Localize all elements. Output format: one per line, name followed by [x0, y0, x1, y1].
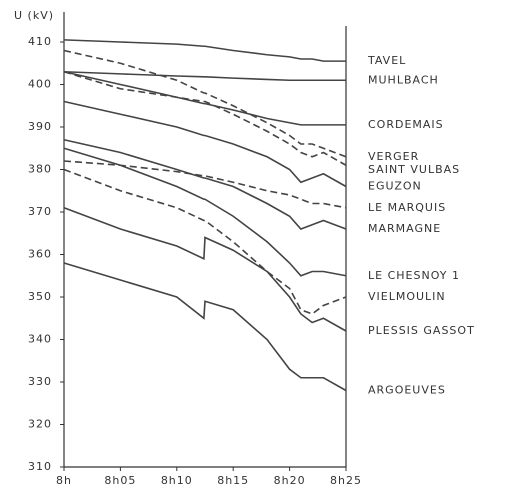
series-label: LE MARQUIS [368, 201, 446, 214]
x-tick-label: 8h15 [217, 474, 249, 487]
y-tick-label: 410 [28, 35, 52, 48]
x-tick-label: 8h25 [330, 474, 362, 487]
series-line [63, 168, 347, 315]
series-label: VERGER [368, 150, 419, 163]
series-label: SAINT VULBAS [368, 163, 460, 176]
series-label: MUHLBACH [368, 73, 439, 86]
series-line [63, 49, 347, 158]
y-axis-label: U (kV) [14, 9, 54, 22]
y-tick-label: 330 [28, 375, 52, 388]
series-line [63, 39, 346, 62]
series-line [63, 70, 346, 82]
y-tick-label: 350 [28, 290, 52, 303]
series-line [63, 147, 347, 277]
series-label: LE CHESNOY 1 [368, 269, 460, 282]
y-tick-label: 390 [28, 120, 52, 133]
y-tick-label: 370 [28, 205, 52, 218]
series-line [63, 138, 347, 230]
y-tick-label: 400 [28, 78, 52, 91]
y-tick-label: 380 [28, 163, 52, 176]
series-label: PLESSIS GASSOT [368, 324, 475, 337]
x-tick-label: 8h10 [161, 474, 193, 487]
series-line [63, 100, 347, 188]
y-tick-label: 310 [28, 460, 52, 473]
series-line [63, 160, 347, 209]
series-label: MARMAGNE [368, 222, 441, 235]
x-tick-label: 8h [56, 474, 72, 487]
series-line [63, 70, 347, 166]
x-tick-label: 8h20 [274, 474, 306, 487]
series-label: EGUZON [368, 180, 422, 193]
series-line [63, 70, 346, 126]
series-line [63, 207, 347, 332]
y-tick-label: 340 [28, 333, 52, 346]
x-tick-label: 8h05 [104, 474, 136, 487]
series-label: VIELMOULIN [368, 290, 446, 303]
series-label: ARGOEUVES [368, 384, 446, 397]
series-line [63, 262, 347, 392]
y-tick-label: 360 [28, 248, 52, 261]
series-label: CORDEMAIS [368, 118, 444, 131]
series-label: TAVEL [367, 54, 406, 67]
y-tick-label: 320 [28, 418, 52, 431]
